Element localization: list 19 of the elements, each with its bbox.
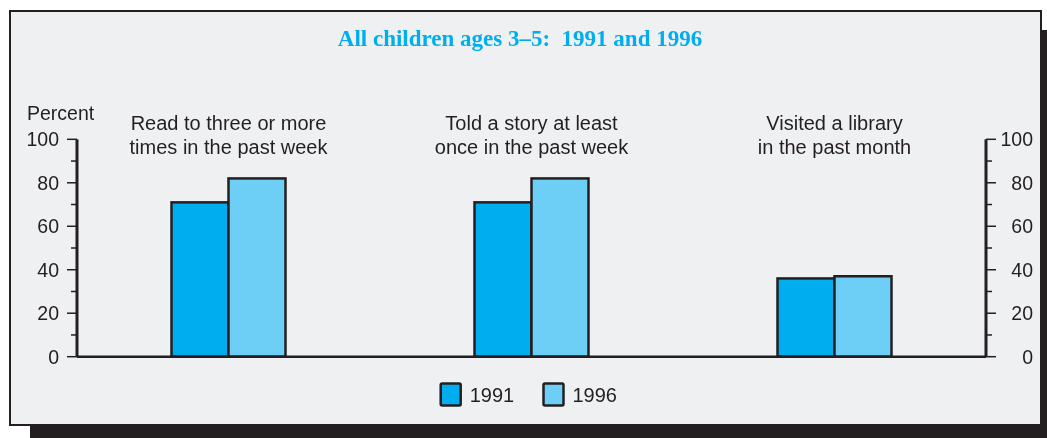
- y-tick-label: 20: [37, 302, 60, 325]
- y-tick-label: 0: [48, 345, 60, 368]
- y2-tick-label: 80: [1011, 171, 1034, 194]
- chart-title: All children ages 3–5: 1991 and 1996: [337, 26, 703, 51]
- y2-tick-label: 40: [1011, 258, 1034, 281]
- y-tick-label: 40: [37, 258, 60, 281]
- y-tick-label: 100: [26, 128, 60, 151]
- legend-label: 1996: [572, 384, 617, 406]
- y2-tick-label: 0: [1022, 345, 1034, 368]
- y-tick-label: 80: [37, 171, 60, 194]
- y-axis-title: Percent: [27, 102, 95, 124]
- x-tick-label: Visited a library in the past month: [757, 112, 912, 158]
- y-tick-label: 60: [37, 215, 60, 238]
- legend-label: 1991: [469, 384, 515, 406]
- y2-tick-label: 60: [1011, 215, 1034, 238]
- x-tick-label: Told a story at least once in the past week: [434, 112, 630, 158]
- y2-tick-label: 100: [1000, 128, 1034, 151]
- x-tick-label: Read to three or more times in the past week: [129, 112, 329, 158]
- y2-tick-label: 20: [1011, 302, 1034, 325]
